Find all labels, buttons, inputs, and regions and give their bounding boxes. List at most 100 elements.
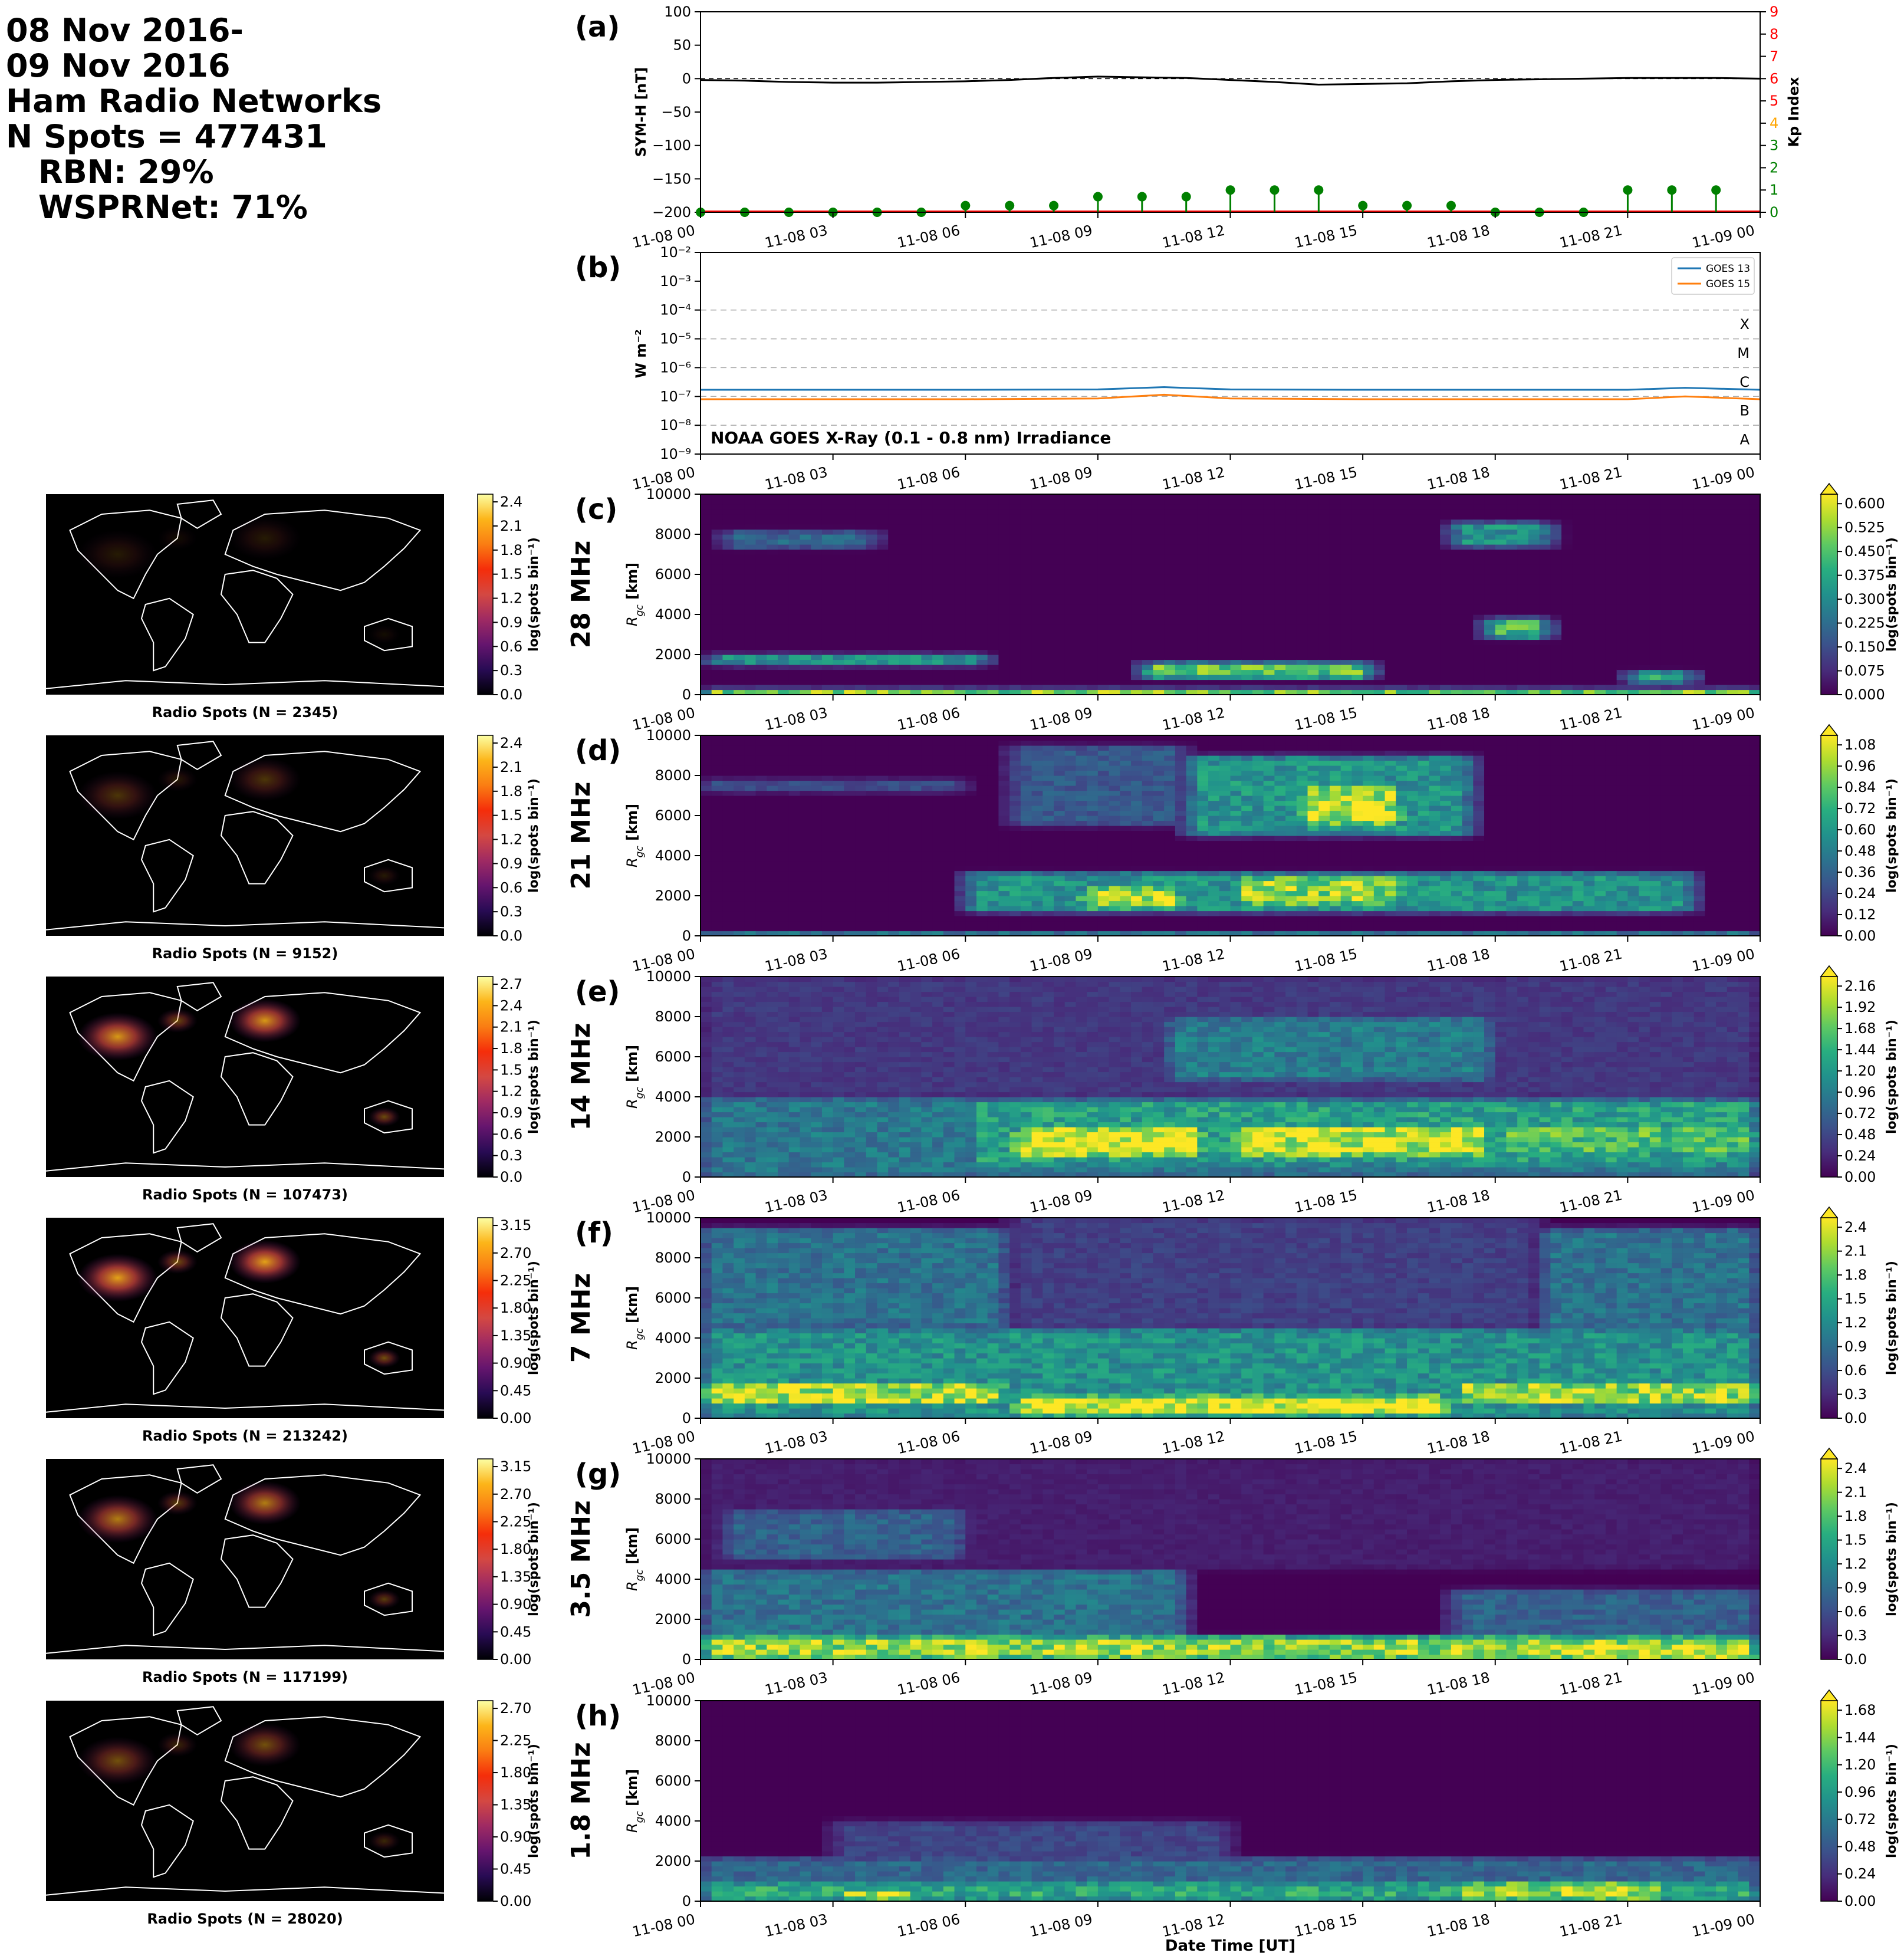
- heatmap-cell: [932, 675, 943, 680]
- heatmap-cell: [833, 650, 844, 655]
- heatmap-cell: [1374, 685, 1385, 690]
- map-colorbar-tick-label: 1.5: [500, 566, 522, 583]
- heatmap-cell: [1396, 554, 1407, 560]
- heatmap-cell: [866, 886, 877, 891]
- heatmap-cell: [789, 680, 800, 685]
- heatmap-cell: [844, 751, 855, 756]
- heatmap-cell: [1594, 640, 1606, 645]
- heatmap-cell: [877, 871, 889, 876]
- heatmap-cell: [1252, 614, 1264, 620]
- heatmap-cell: [767, 504, 778, 509]
- heatmap-cell: [1175, 544, 1186, 550]
- heatmap-cell: [1594, 620, 1606, 625]
- heatmap-cell: [778, 680, 789, 685]
- heatmap-cell: [822, 765, 833, 771]
- heatmap-cell: [1506, 630, 1517, 635]
- heatmap-cell: [955, 630, 966, 635]
- heatmap-cell: [921, 836, 932, 841]
- heatmap-cell: [811, 499, 822, 505]
- heatmap-cell: [866, 620, 877, 625]
- heatmap-cell: [1351, 655, 1363, 660]
- heatmap-cell: [1385, 590, 1396, 595]
- heatmap-cell: [767, 624, 778, 630]
- heatmap-cell: [1584, 655, 1595, 660]
- heatmap-cell: [910, 544, 922, 550]
- heatmap-cell: [1274, 620, 1285, 625]
- heatmap-cell: [1561, 645, 1573, 650]
- heatmap-cell: [888, 791, 899, 796]
- heatmap-cell: [921, 610, 932, 615]
- heatmap-cell: [1672, 640, 1683, 645]
- heatmap-cell: [1120, 660, 1131, 665]
- heatmap-cell: [899, 821, 910, 826]
- heatmap-cell: [844, 570, 855, 575]
- heatmap-cell: [1330, 520, 1341, 525]
- heatmap-cell: [1231, 665, 1242, 670]
- heatmap-cell: [1418, 610, 1429, 615]
- heatmap-cell: [1418, 640, 1429, 645]
- heatmap-cell: [1087, 509, 1098, 515]
- heatmap-cell: [1462, 564, 1474, 570]
- heatmap-cell: [1484, 570, 1495, 575]
- heatmap-cell: [1120, 675, 1131, 680]
- heatmap-cell: [1186, 550, 1198, 555]
- heatmap-cell: [1274, 514, 1285, 520]
- heatmap-cell: [833, 906, 844, 911]
- heatmap-cell: [1617, 645, 1628, 650]
- heatmap-cell: [1738, 550, 1750, 555]
- heatmap-cell: [1208, 645, 1219, 650]
- heatmap-cell: [1297, 544, 1308, 550]
- heatmap-cell: [1418, 655, 1429, 660]
- heatmap-cell: [1252, 650, 1264, 655]
- heatmap-cell: [855, 600, 866, 605]
- heatmap-cell: [1749, 580, 1760, 585]
- heatmap-cell: [921, 624, 932, 630]
- heatmap-cell: [1009, 600, 1021, 605]
- heatmap-cell: [1407, 574, 1418, 580]
- heatmap-cell: [701, 841, 712, 846]
- heatmap-cell: [1650, 640, 1661, 645]
- heatmap-cell: [1573, 554, 1584, 560]
- heatmap-cell: [1308, 499, 1319, 505]
- heatmap-cell: [1407, 645, 1418, 650]
- heatmap-cell: [1639, 635, 1650, 640]
- heatmap-cell: [800, 896, 811, 901]
- y2-tick-label: 0: [1770, 204, 1778, 221]
- heatmap-cell: [921, 540, 932, 545]
- heatmap-cell: [1175, 620, 1186, 625]
- heatmap-cell: [976, 655, 988, 660]
- heatmap-cell: [1473, 574, 1484, 580]
- heatmap-cell: [899, 504, 910, 509]
- heatmap-cell: [734, 670, 745, 675]
- heatmap-cell: [965, 524, 976, 530]
- heatmap-cell: [789, 614, 800, 620]
- heatmap-cell: [1627, 544, 1639, 550]
- heatmap-cell: [855, 741, 866, 746]
- heatmap-cell: [734, 514, 745, 520]
- heatmap-cell: [1517, 660, 1528, 665]
- heatmap-cell: [778, 530, 789, 535]
- heatmap-cell: [1550, 534, 1561, 540]
- heatmap-cell: [1208, 655, 1219, 660]
- heatmap-cell: [1462, 594, 1474, 600]
- heatmap-cell: [1738, 534, 1750, 540]
- heatmap-cell: [899, 655, 910, 660]
- heatmap-cell: [1594, 594, 1606, 600]
- heatmap-cell: [1231, 554, 1242, 560]
- heatmap-cell: [1727, 574, 1738, 580]
- heatmap-cell: [1440, 624, 1451, 630]
- heatmap-cell: [1065, 640, 1076, 645]
- heatmap-cell: [976, 544, 988, 550]
- heatmap-cell: [1043, 530, 1054, 535]
- heatmap-cell: [1142, 560, 1153, 565]
- heatmap-cell: [811, 826, 822, 831]
- heatmap-cell: [1241, 550, 1252, 555]
- heatmap-cell: [767, 584, 778, 590]
- heatmap-cell: [745, 560, 756, 565]
- heatmap-cell: [932, 901, 943, 906]
- heatmap-cell: [1087, 534, 1098, 540]
- heatmap-cell: [1749, 574, 1760, 580]
- heatmap-cell: [910, 530, 922, 535]
- heatmap-cell: [1231, 534, 1242, 540]
- heatmap-cell: [844, 550, 855, 555]
